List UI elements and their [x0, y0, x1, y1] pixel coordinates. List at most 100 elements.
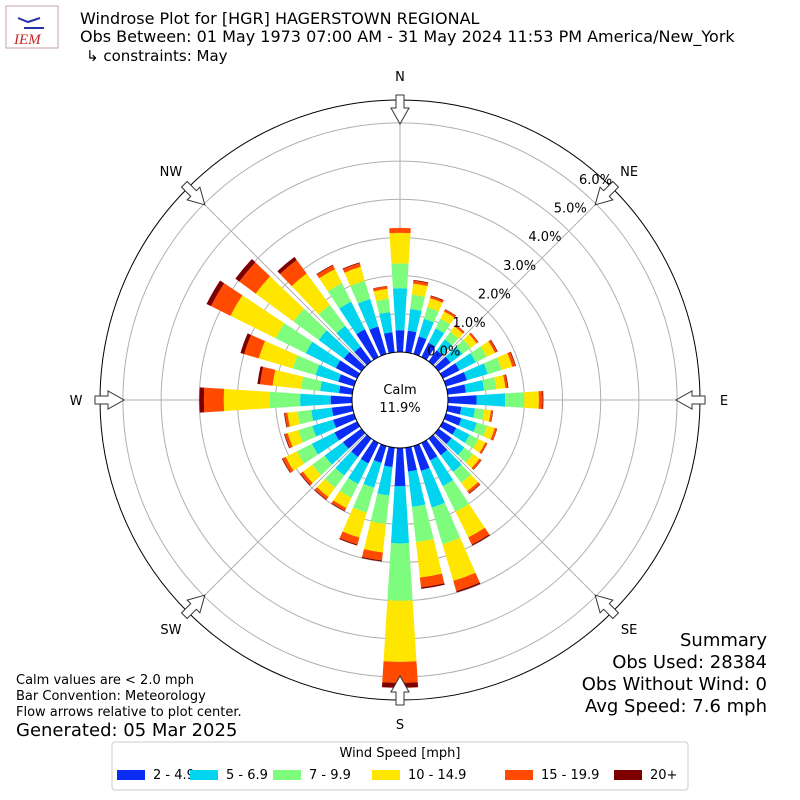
bar-segment — [331, 405, 354, 417]
bar-segment — [311, 407, 334, 421]
bar-segment — [455, 353, 476, 371]
bar-segment — [479, 442, 488, 454]
bar-segment — [411, 504, 434, 543]
bar-segment — [339, 385, 354, 395]
legend-swatch — [190, 770, 218, 780]
bar-segment — [339, 478, 359, 498]
logo: IEM — [5, 5, 59, 49]
bar-segment — [333, 413, 357, 428]
summary: Obs Used: 28384 — [612, 652, 767, 673]
bar-segment — [454, 324, 465, 334]
bar-segment — [407, 309, 422, 333]
bar-segment — [354, 346, 372, 366]
bar-segment — [483, 425, 495, 440]
bar-segment — [316, 479, 336, 498]
summary: Summary — [680, 630, 767, 651]
bar-segment — [482, 409, 491, 422]
bar-segment — [318, 330, 350, 359]
flow-arrow — [180, 594, 206, 620]
bar-segment — [490, 339, 498, 352]
bar-segment — [413, 279, 429, 284]
bar-segment — [282, 456, 294, 473]
grid-spoke — [187, 399, 401, 613]
bar-segment — [440, 311, 455, 325]
bar-segment — [343, 351, 366, 372]
compass-label: E — [720, 394, 728, 409]
bar-segment — [429, 296, 444, 303]
bar-segment — [443, 413, 462, 426]
bar-segment — [447, 395, 477, 405]
bar-segment — [376, 298, 391, 315]
bar-segment — [327, 283, 352, 309]
bar-segment — [334, 421, 361, 441]
legend-label: 5 - 6.9 — [226, 768, 268, 783]
bar-segment — [473, 459, 482, 470]
legend-swatch — [273, 770, 301, 780]
bar-segment — [443, 372, 467, 387]
bar-segment — [339, 538, 358, 546]
r-tick-label: 1.0% — [453, 316, 486, 331]
bar-segment — [391, 263, 409, 289]
note: Bar Convention: Meteorology — [16, 689, 206, 704]
compass-label: S — [396, 718, 404, 733]
bar-segment — [470, 346, 487, 363]
flow-arrow — [390, 94, 410, 126]
legend-title: Wind Speed [mph] — [340, 746, 461, 761]
bar-segment — [373, 288, 389, 302]
bar-segment — [392, 288, 408, 331]
bar-segment — [298, 425, 317, 443]
r-tick-label: 4.0% — [528, 230, 561, 245]
bar-segment — [350, 280, 371, 304]
bar-segment — [457, 447, 474, 463]
bar-segment — [315, 364, 341, 382]
compass-label: N — [395, 70, 405, 85]
bar-segment — [488, 340, 498, 353]
bar-segment — [324, 442, 349, 465]
bar-segment — [473, 438, 486, 453]
bar-segment — [420, 467, 445, 508]
bar-segment — [464, 380, 485, 393]
bar-segment — [379, 312, 393, 334]
bar-segment — [260, 366, 276, 386]
bar-segment — [331, 500, 347, 511]
bar-segment — [330, 395, 353, 405]
bar-segment — [542, 390, 544, 410]
bar-segment — [476, 393, 506, 407]
bar-segment — [436, 339, 453, 356]
bar-segment — [430, 295, 444, 301]
bar-segment — [280, 259, 307, 287]
bar-segment — [269, 391, 301, 409]
grid-spoke — [399, 399, 613, 613]
bar-segment — [272, 369, 304, 389]
bar-segment — [453, 572, 480, 592]
bar-segment — [324, 467, 345, 488]
bar-segment — [497, 353, 513, 371]
bar-segment — [421, 583, 445, 589]
legend-label: 10 - 14.9 — [408, 768, 466, 783]
compass-label: NW — [160, 165, 183, 180]
bar-segment — [415, 539, 442, 578]
bar-segment — [284, 433, 293, 449]
flow-arrow — [594, 180, 620, 206]
bar-segment — [473, 422, 488, 437]
bar-segment — [505, 374, 509, 388]
flow-arrow — [390, 674, 410, 706]
flow-arrow — [180, 180, 206, 206]
bar-segment — [439, 421, 457, 435]
bar-segment — [463, 363, 488, 381]
bar-segment — [456, 582, 481, 593]
bar-segment — [356, 329, 379, 361]
bar-segment — [473, 408, 485, 420]
bar-segment — [300, 393, 331, 407]
bar-segment — [455, 324, 465, 333]
bar-segment — [505, 392, 525, 408]
bar-segment — [336, 325, 361, 352]
bar-segment — [301, 376, 322, 392]
bar-segment — [480, 341, 495, 357]
bar-segment — [413, 443, 430, 471]
bar-segment — [314, 487, 329, 500]
bar-segment — [339, 301, 365, 335]
bar-segment — [230, 295, 285, 339]
bar-segment — [450, 326, 464, 339]
bar-segment — [395, 330, 405, 353]
